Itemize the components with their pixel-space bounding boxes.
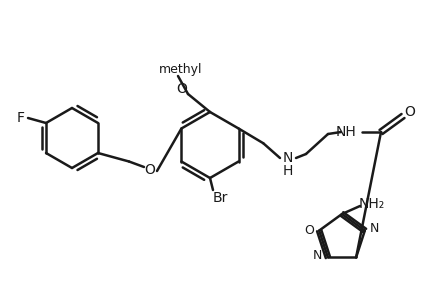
Text: O: O: [304, 224, 314, 237]
Text: N: N: [283, 151, 293, 165]
Text: O: O: [405, 105, 416, 119]
Text: O: O: [177, 82, 187, 96]
Text: N: N: [370, 222, 380, 235]
Text: Br: Br: [212, 191, 228, 205]
Text: F: F: [17, 111, 25, 125]
Text: NH: NH: [336, 125, 356, 139]
Text: H: H: [283, 164, 293, 178]
Text: NH₂: NH₂: [359, 197, 385, 211]
Text: O: O: [145, 163, 155, 177]
Text: N: N: [313, 249, 323, 262]
Text: methyl: methyl: [159, 62, 203, 76]
